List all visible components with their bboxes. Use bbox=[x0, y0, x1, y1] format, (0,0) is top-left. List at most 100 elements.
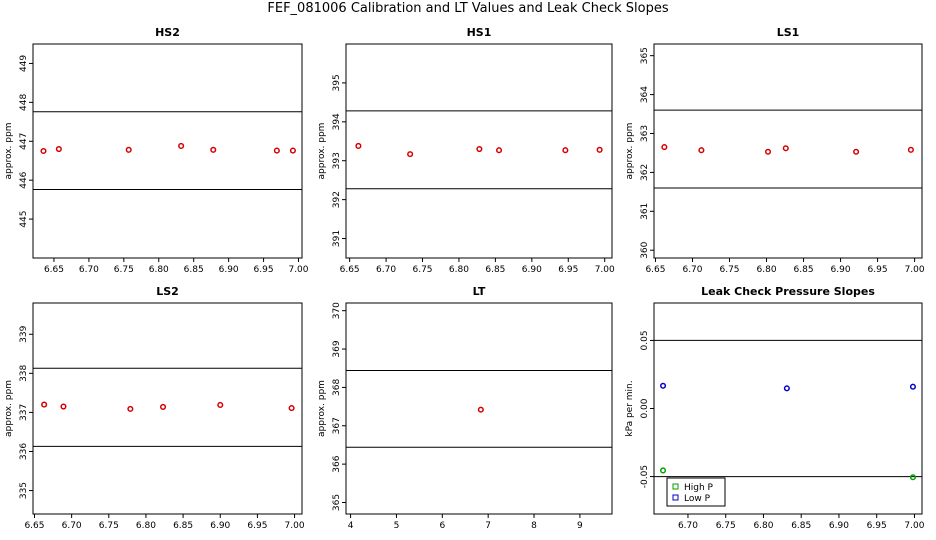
x-tick-label: 6.75 bbox=[719, 265, 739, 275]
panel-4: LS2 6.65 6.70 6.75 6.80 6.85 6.90 6.95 7.00 335 33… bbox=[4, 285, 305, 531]
data-point bbox=[907, 146, 914, 153]
x-tick-label: 7.00 bbox=[285, 521, 305, 531]
legend-box bbox=[666, 477, 726, 507]
x-tick-label: 5 bbox=[394, 521, 400, 531]
y-tick-label: 369 bbox=[332, 340, 342, 357]
legend-label: High P bbox=[684, 483, 714, 493]
data-point bbox=[127, 405, 134, 412]
x-tick-label: 6.95 bbox=[867, 521, 887, 531]
x-tick-label: 6.75 bbox=[716, 521, 736, 531]
legend-swatch bbox=[672, 494, 679, 501]
y-tick-label: 449 bbox=[19, 55, 29, 72]
data-point bbox=[660, 467, 667, 474]
y-tick-label: 392 bbox=[332, 191, 342, 208]
data-point bbox=[909, 383, 916, 390]
x-tick-label: 7.00 bbox=[595, 265, 615, 275]
data-point bbox=[60, 403, 67, 410]
legend-label: Low P bbox=[684, 494, 711, 504]
x-tick-label: 6.80 bbox=[149, 265, 169, 275]
y-tick-label: 395 bbox=[332, 74, 342, 91]
data-point bbox=[782, 145, 789, 152]
y-axis-label: kPa per min. bbox=[625, 380, 635, 436]
x-tick-label: 6.70 bbox=[376, 265, 396, 275]
data-point bbox=[783, 385, 790, 392]
x-tick-label: 6.95 bbox=[247, 521, 267, 531]
panel-title: Leak Check Pressure Slopes bbox=[701, 285, 875, 298]
data-point bbox=[698, 147, 705, 154]
x-tick-label: 6.65 bbox=[24, 521, 44, 531]
data-point bbox=[661, 144, 668, 151]
panel-title: HS2 bbox=[155, 26, 180, 39]
y-tick-label: 364 bbox=[640, 86, 650, 103]
x-tick-label: 6 bbox=[439, 521, 445, 531]
y-axis-label: approx. ppm bbox=[4, 380, 14, 437]
x-tick-label: 6.75 bbox=[114, 265, 134, 275]
x-tick-label: 6.85 bbox=[173, 521, 193, 531]
data-point bbox=[159, 403, 167, 410]
x-tick-label: 7.00 bbox=[905, 265, 925, 275]
data-point bbox=[125, 146, 132, 153]
x-tick-label: 8 bbox=[531, 521, 537, 531]
panel-title: LT bbox=[473, 285, 486, 298]
data-point bbox=[55, 146, 62, 153]
y-tick-label: 366 bbox=[332, 455, 342, 472]
x-tick-label: 6.80 bbox=[757, 265, 777, 275]
x-tick-label: 4 bbox=[348, 521, 354, 531]
panel-title: HS1 bbox=[467, 26, 492, 39]
plot-frame bbox=[32, 302, 303, 515]
data-point bbox=[476, 146, 483, 153]
y-tick-label: 445 bbox=[19, 210, 29, 227]
data-point bbox=[909, 474, 916, 481]
data-point bbox=[477, 406, 484, 413]
y-tick-label: 336 bbox=[19, 443, 29, 460]
y-tick-label: 0.00 bbox=[640, 398, 650, 418]
x-tick-label: 6.70 bbox=[682, 265, 702, 275]
data-point bbox=[495, 147, 503, 154]
x-tick-label: 6.70 bbox=[62, 521, 82, 531]
data-point bbox=[764, 148, 772, 155]
data-point bbox=[178, 142, 185, 149]
x-tick-label: 6.70 bbox=[678, 521, 698, 531]
data-point bbox=[273, 147, 280, 154]
plot-frame bbox=[32, 43, 303, 259]
x-tick-label: 6.65 bbox=[645, 265, 665, 275]
panel-6: Leak Check Pressure Slopes 6.70 6.75 6.80 6.… bbox=[625, 285, 925, 531]
data-point bbox=[41, 401, 48, 408]
y-tick-label: 367 bbox=[332, 417, 342, 434]
data-point bbox=[288, 405, 295, 412]
y-tick-label: 365 bbox=[332, 494, 342, 511]
legend-swatch bbox=[672, 483, 679, 490]
data-point bbox=[355, 142, 362, 149]
x-tick-label: 6.75 bbox=[99, 521, 119, 531]
y-tick-label: 335 bbox=[19, 482, 29, 499]
y-axis-label: approx. ppm bbox=[4, 123, 14, 180]
data-point bbox=[210, 146, 217, 153]
y-tick-label: 337 bbox=[19, 404, 29, 421]
y-tick-label: 363 bbox=[640, 125, 650, 142]
data-point bbox=[853, 148, 860, 155]
y-tick-label: 393 bbox=[332, 152, 342, 169]
panel-2: HS1 6.65 6.70 6.75 6.80 6.85 6.90 6.95 7.00 391 39… bbox=[317, 26, 615, 275]
y-tick-label: 394 bbox=[332, 113, 342, 130]
x-tick-label: 6.65 bbox=[340, 265, 360, 275]
y-tick-label: 362 bbox=[640, 164, 650, 181]
data-point bbox=[562, 147, 569, 154]
x-tick-label: 6.85 bbox=[485, 265, 505, 275]
x-tick-label: 6.75 bbox=[412, 265, 432, 275]
y-axis-label: approx. ppm bbox=[625, 123, 635, 180]
x-tick-label: 6.90 bbox=[210, 521, 230, 531]
y-axis-label: approx. ppm bbox=[317, 380, 327, 437]
x-tick-label: 7 bbox=[485, 521, 491, 531]
x-tick-label: 6.80 bbox=[449, 265, 469, 275]
y-tick-label: 338 bbox=[19, 364, 29, 381]
y-tick-label: 448 bbox=[19, 94, 29, 111]
x-tick-label: 6.95 bbox=[254, 265, 274, 275]
data-point bbox=[40, 147, 47, 155]
data-point bbox=[289, 147, 296, 154]
x-tick-label: 6.80 bbox=[753, 521, 773, 531]
x-tick-label: 6.85 bbox=[791, 521, 811, 531]
panel-5: LT 4 5 6 7 8 9 365 366 367 368 369 370 approx. ppm bbox=[317, 285, 613, 531]
plot-frame bbox=[653, 43, 923, 259]
y-tick-label: -0.05 bbox=[640, 465, 650, 488]
